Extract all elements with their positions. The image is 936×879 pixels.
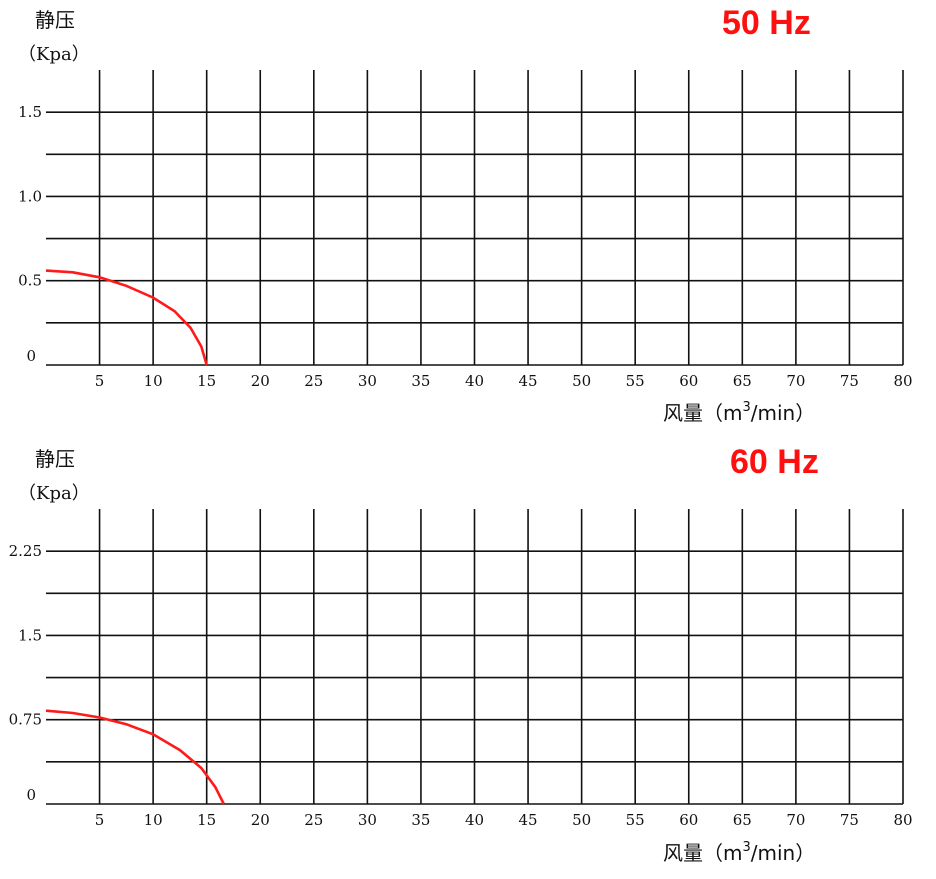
x-tick-label: 45 (519, 372, 538, 390)
x-tick-label: 30 (358, 372, 377, 390)
x-tick-label: 60 (679, 372, 698, 390)
x-tick-label: 50 (572, 372, 591, 390)
x-tick-label: 50 (572, 811, 591, 829)
y-tick-label: 0 (26, 786, 36, 804)
x-tick-label: 5 (95, 372, 105, 390)
chart-50hz: 静压 （Kpa） 50 Hz 风量（m3/min） 5 10 15 20 25 30 35 4… (18, 4, 913, 425)
x-tick-label: 65 (733, 372, 752, 390)
series-line (45, 269, 208, 366)
x-tick-label: 45 (519, 811, 538, 829)
x-tick-label: 15 (197, 811, 216, 829)
y-tick-label: 2.25 (9, 542, 42, 560)
y-axis-unit: （Kpa） (18, 44, 90, 65)
y-tick-label: 1.5 (18, 103, 42, 121)
x-tick-label: 60 (679, 811, 698, 829)
y-tick-label: 0.5 (18, 272, 42, 290)
x-tick-label: 15 (197, 372, 216, 390)
x-tick-labels: 5 10 15 20 25 30 35 40 45 50 55 60 65 70 75 80 (95, 372, 913, 390)
chart-60hz: 静压 （Kpa） 60 Hz 风量（m3/min） 5 10 15 20 25 30 35 4… (9, 443, 913, 865)
x-tick-label: 75 (840, 372, 859, 390)
y-tick-labels: 1.5 1.0 0.5 0 (18, 103, 42, 365)
x-axis-title: 风量（m3/min） (663, 400, 815, 425)
x-tick-label: 30 (358, 811, 377, 829)
performance-curve (45, 269, 208, 366)
y-tick-label: 1.0 (18, 187, 42, 205)
y-tick-label: 0.75 (9, 711, 42, 729)
x-tick-label: 5 (95, 811, 105, 829)
chart-title: 60 Hz (730, 443, 819, 481)
x-tick-label: 40 (465, 372, 484, 390)
x-tick-label: 25 (304, 372, 323, 390)
x-tick-label: 55 (626, 811, 645, 829)
x-tick-label: 80 (893, 372, 912, 390)
x-tick-label: 75 (840, 811, 859, 829)
x-tick-label: 35 (411, 372, 430, 390)
x-tick-label: 65 (733, 811, 752, 829)
y-tick-labels: 2.25 1.5 0.75 0 (9, 542, 42, 804)
x-tick-labels: 5 10 15 20 25 30 35 40 45 50 55 60 65 70 75 80 (95, 811, 913, 829)
x-tick-label: 20 (251, 372, 270, 390)
y-tick-label: 1.5 (18, 626, 42, 644)
x-tick-label: 70 (786, 811, 805, 829)
series-line (45, 709, 225, 805)
x-tick-label: 10 (144, 372, 163, 390)
x-tick-label: 80 (893, 811, 912, 829)
x-tick-label: 55 (626, 372, 645, 390)
performance-curve (45, 709, 225, 805)
x-tick-label: 35 (411, 811, 430, 829)
x-tick-label: 25 (304, 811, 323, 829)
x-tick-label: 20 (251, 811, 270, 829)
y-axis-title: 静压 (35, 447, 75, 471)
chart-title: 50 Hz (722, 4, 811, 42)
y-axis-unit: （Kpa） (18, 483, 90, 504)
x-tick-label: 10 (144, 811, 163, 829)
grid (46, 70, 904, 366)
x-tick-label: 40 (465, 811, 484, 829)
x-axis-title: 风量（m3/min） (663, 840, 815, 865)
y-tick-label: 0 (26, 347, 36, 365)
grid (46, 509, 904, 805)
x-tick-label: 70 (786, 372, 805, 390)
y-axis-title: 静压 (35, 8, 75, 32)
